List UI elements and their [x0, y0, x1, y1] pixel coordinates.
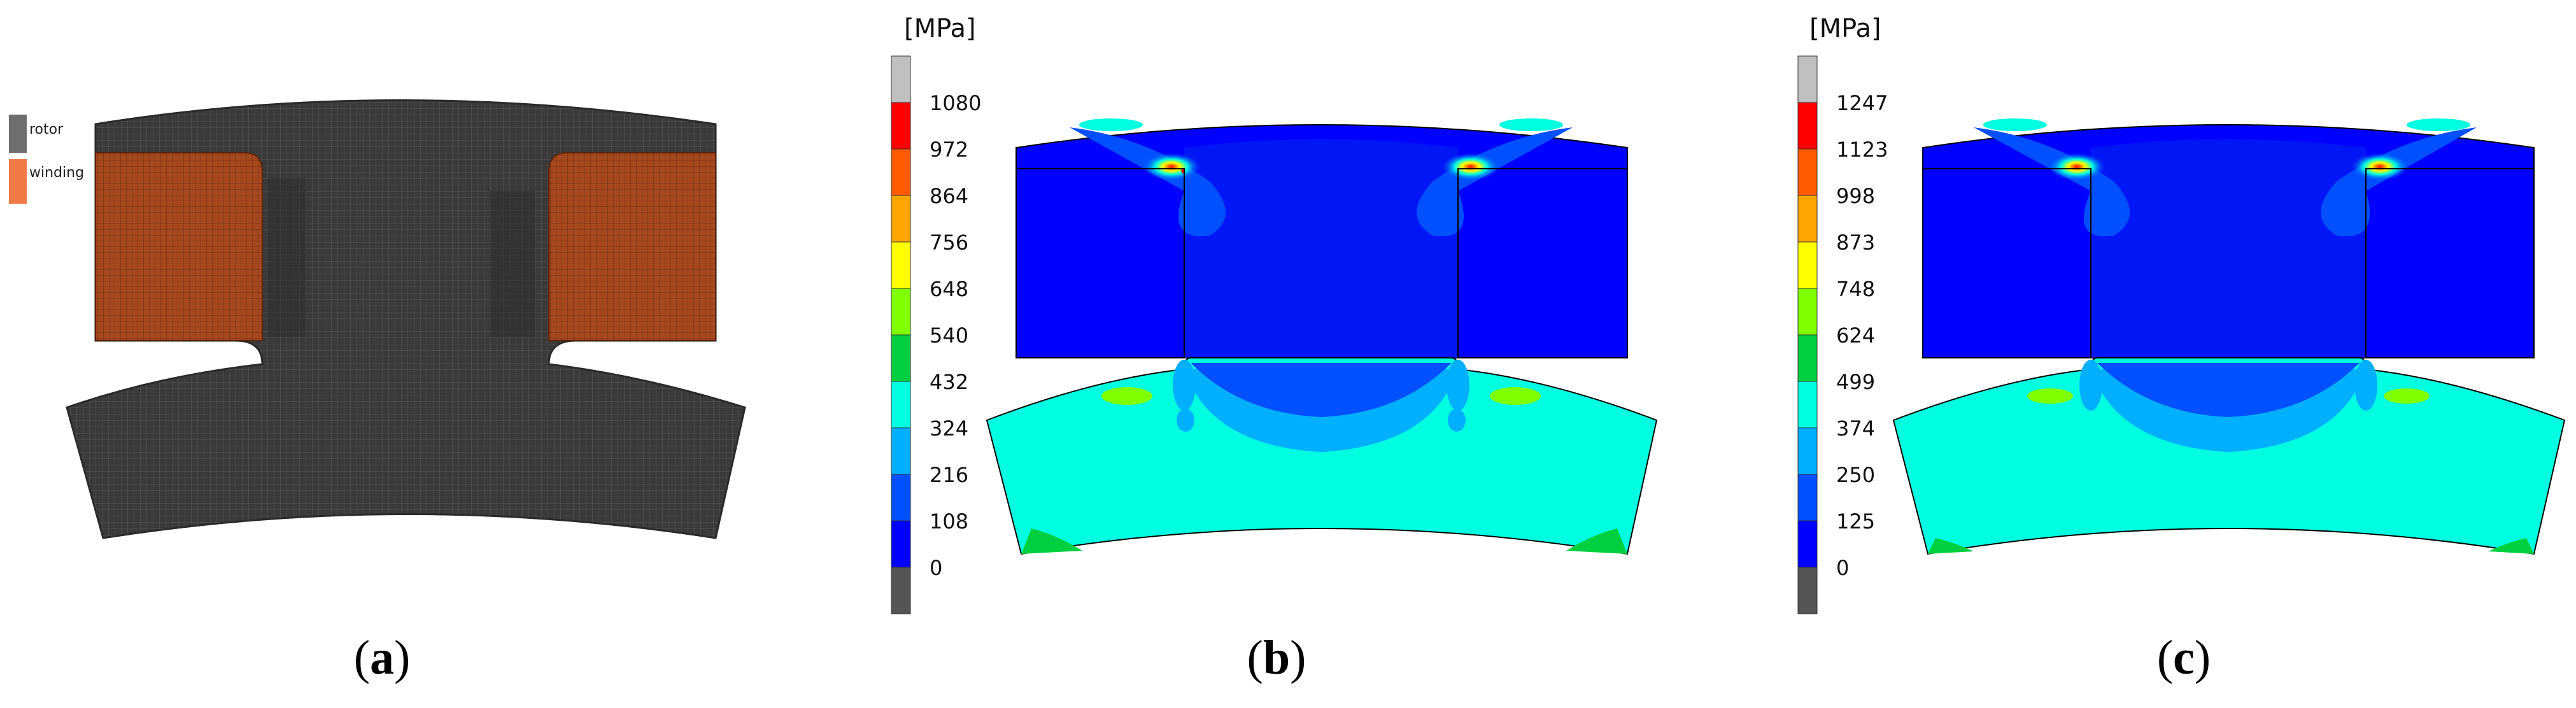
colorbar-b-tick-4: 648 [930, 277, 968, 301]
colorbar-c-swatch-6 [1797, 334, 1818, 382]
caption-a: (a) [354, 631, 411, 684]
colorbar-c-tick-0: 1247 [1836, 91, 1888, 115]
colorbar-b-tick-1: 972 [930, 138, 968, 162]
panel-c: [MPa] 124711239988737486244993742501250 … [1797, 14, 2566, 684]
colorbar-c-tick-6: 499 [1836, 370, 1875, 394]
colorbar-b-unit: [MPa] [904, 14, 976, 43]
colorbar-b-swatch-8 [891, 427, 911, 475]
colorbar-c-tick-1: 1123 [1836, 138, 1888, 162]
colorbar-c-swatch-11 [1797, 567, 1818, 614]
colorbar-b-tick-9: 108 [930, 509, 968, 534]
colorbar-c-swatch-1 [1797, 102, 1818, 150]
colorbar-c-swatch-0 [1797, 55, 1818, 103]
colorbar-b-swatch-7 [891, 381, 911, 428]
colorbar-c-tick-10: 0 [1836, 556, 1849, 580]
colorbar-b-swatch-11 [891, 567, 911, 614]
colorbar-b-swatch-1 [891, 102, 911, 150]
legend-swatch-rotor [9, 115, 27, 153]
colorbar-b-tick-5: 540 [930, 323, 968, 348]
legend-label-winding: winding [29, 165, 84, 181]
colorbar-c-swatch-8 [1797, 427, 1818, 475]
colorbar-b-swatch-9 [891, 474, 911, 521]
slot-left-c [1923, 168, 2091, 358]
colorbar-c-tick-5: 624 [1836, 323, 1875, 348]
colorbar-b-swatch-3 [891, 195, 911, 243]
colorbar-c-tick-8: 250 [1836, 463, 1875, 487]
colorbar-b-tick-7: 324 [930, 416, 968, 441]
colorbar-c-swatch-9 [1797, 474, 1818, 521]
colorbar-b-swatch-5 [891, 288, 911, 336]
winding-right [548, 152, 716, 341]
slot-left-b [1016, 168, 1185, 358]
stress-b-bottom [986, 357, 1658, 555]
winding-left [95, 152, 263, 341]
caption-b: (b) [1247, 631, 1306, 684]
colorbar-b-swatch-0 [891, 55, 911, 103]
colorbar-b-tick-0: 1080 [930, 91, 981, 115]
colorbar-c-tick-2: 998 [1836, 184, 1875, 208]
colorbar-c-swatch-3 [1797, 195, 1818, 243]
colorbar-b-tick-6: 432 [930, 370, 968, 394]
colorbar-b-swatch-10 [891, 520, 911, 568]
legend-label-rotor: rotor [29, 122, 64, 138]
colorbar-c-swatch-7 [1797, 381, 1818, 428]
colorbar-c-tick-9: 125 [1836, 509, 1875, 534]
colorbar-c-swatch-5 [1797, 288, 1818, 336]
slot-right-c [2365, 168, 2534, 358]
colorbar-c-swatch-10 [1797, 520, 1818, 568]
colorbar-b-tick-3: 756 [930, 230, 968, 255]
legend-swatch-winding [9, 159, 27, 204]
colorbar-b-swatch-2 [891, 148, 911, 196]
colorbar-c-swatch-4 [1797, 241, 1818, 289]
colorbar-b-swatch-6 [891, 334, 911, 382]
colorbar-b-swatch-4 [891, 241, 911, 289]
colorbar-b-tick-10: 0 [930, 556, 942, 580]
panel-a-mesh: rotor winding (a) [9, 99, 746, 684]
colorbar-c-tick-4: 748 [1836, 277, 1875, 301]
colorbar-c-unit: [MPa] [1809, 14, 1881, 43]
colorbar-c: 1247 1123 998 873 748 624 499 374 250 125 0 [1797, 55, 1888, 614]
caption-c: (c) [2157, 631, 2211, 684]
colorbar-b-tick-8: 216 [930, 463, 968, 487]
colorbar-c-swatch-2 [1797, 148, 1818, 196]
colorbar-b-tick-2: 864 [930, 184, 968, 208]
stress-c-bottom [1892, 357, 2566, 555]
colorbar-c-tick-7: 374 [1836, 416, 1875, 441]
slot-right-b [1457, 168, 1627, 358]
colorbar-c-tick-3: 873 [1836, 230, 1875, 255]
